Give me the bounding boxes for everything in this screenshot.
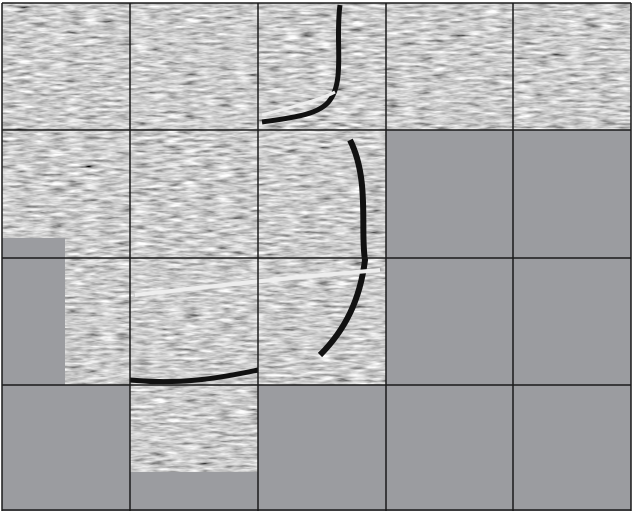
- edge-curve: [129, 367, 259, 385]
- edge-curve: [261, 4, 343, 125]
- edge-curve: [317, 138, 369, 358]
- edge-highlight: [134, 268, 381, 297]
- edge-highlight: [261, 90, 336, 117]
